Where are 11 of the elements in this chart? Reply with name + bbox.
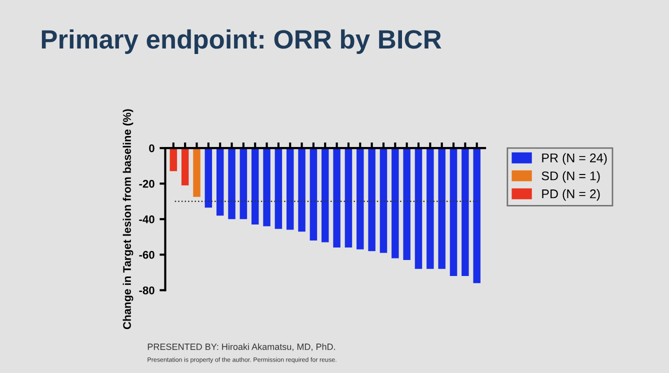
legend-label: SD (N = 1) [542, 171, 600, 183]
legend-label: PR (N = 24) [542, 153, 607, 165]
y-tick-label: -40 [139, 215, 154, 224]
legend-label: PD (N = 2) [542, 189, 600, 201]
chart-title: Primary endpoint: ORR by BICR [42, 29, 442, 54]
text: PRESENTED BY: Hiroaki Akamatsu, MD, PhD. [148, 343, 335, 352]
y-tick-label: -60 [139, 250, 154, 259]
y-tick-label: 0 [149, 144, 154, 152]
y-tick-label: -20 [139, 180, 154, 188]
y-axis-title: Change in Target lesion from baseline (%) [122, 109, 134, 330]
y-tick-label: -80 [139, 286, 154, 294]
